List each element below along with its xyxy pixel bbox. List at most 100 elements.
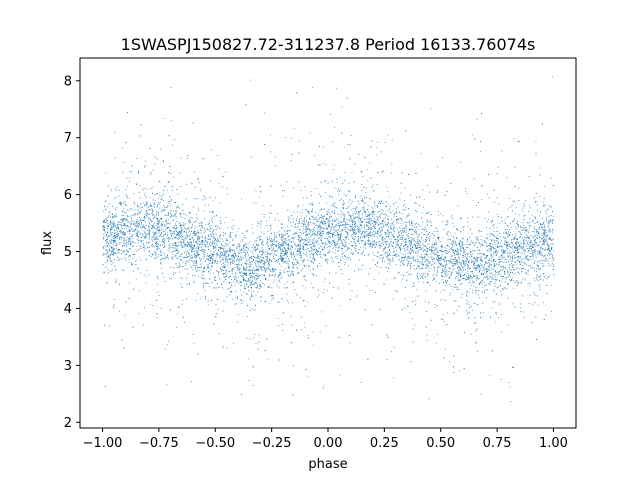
data-point <box>457 261 459 263</box>
data-point <box>481 273 483 275</box>
data-point <box>222 266 224 268</box>
data-point <box>304 244 306 246</box>
data-point <box>166 222 167 224</box>
data-point <box>445 324 447 326</box>
data-point <box>270 240 272 241</box>
data-point <box>327 252 328 254</box>
data-point <box>398 231 400 233</box>
data-point <box>198 275 199 277</box>
data-point <box>384 231 386 233</box>
data-point <box>176 216 178 218</box>
data-point <box>551 240 553 242</box>
data-point <box>515 233 516 235</box>
data-point <box>437 250 439 252</box>
data-point <box>288 238 290 240</box>
data-point <box>458 370 460 372</box>
data-point <box>401 259 403 261</box>
data-point <box>304 265 306 267</box>
data-point <box>487 238 489 240</box>
data-point <box>409 243 411 245</box>
data-point <box>254 333 256 335</box>
data-point <box>282 251 283 253</box>
data-point <box>392 257 394 259</box>
data-point <box>276 241 278 243</box>
data-point <box>150 221 152 223</box>
data-point <box>461 264 463 266</box>
data-point <box>509 222 511 224</box>
data-point <box>137 212 139 214</box>
data-point <box>304 322 306 324</box>
data-point <box>122 232 124 234</box>
data-point <box>468 244 470 245</box>
data-point <box>422 239 424 241</box>
data-point <box>136 158 138 159</box>
data-point <box>239 253 240 254</box>
data-point <box>500 240 502 242</box>
data-point <box>201 278 203 279</box>
data-point <box>412 229 413 231</box>
data-point <box>534 228 535 230</box>
data-point <box>150 219 152 221</box>
data-point <box>551 263 553 265</box>
data-point <box>106 238 108 240</box>
data-point <box>324 224 326 226</box>
data-point <box>219 278 221 280</box>
data-point <box>542 255 544 257</box>
data-point <box>180 233 182 234</box>
data-point <box>499 236 501 238</box>
data-point <box>474 243 476 245</box>
data-point <box>164 240 166 242</box>
data-point <box>445 265 447 267</box>
data-point <box>300 245 302 247</box>
data-point <box>107 231 108 233</box>
data-point <box>529 238 531 240</box>
data-point <box>452 263 454 265</box>
data-point <box>329 216 330 218</box>
data-point <box>184 268 186 270</box>
data-point <box>469 288 471 290</box>
data-point <box>153 233 155 234</box>
data-point <box>542 240 544 241</box>
data-point <box>200 260 201 262</box>
data-point <box>174 245 176 247</box>
data-point <box>535 249 536 251</box>
data-point <box>481 253 483 254</box>
data-point <box>369 267 371 269</box>
data-point <box>415 251 417 253</box>
data-point <box>371 206 373 208</box>
data-point <box>122 231 124 232</box>
data-point <box>427 267 429 269</box>
data-point <box>278 301 280 303</box>
data-point <box>257 276 258 278</box>
data-point <box>342 199 344 201</box>
data-point <box>448 260 450 261</box>
data-point <box>329 226 330 228</box>
data-point <box>332 141 333 143</box>
data-point <box>424 300 426 302</box>
data-point <box>455 258 457 260</box>
data-point <box>307 234 309 235</box>
data-point <box>264 262 266 263</box>
data-point <box>334 243 336 245</box>
data-point <box>223 247 225 249</box>
data-point <box>193 263 195 265</box>
data-point <box>158 227 160 229</box>
data-point <box>435 280 437 282</box>
data-point <box>497 247 499 248</box>
data-point <box>139 224 141 225</box>
data-point <box>158 223 160 225</box>
data-point <box>505 232 507 234</box>
data-point <box>169 222 171 224</box>
data-point <box>544 249 546 250</box>
data-point <box>390 172 392 174</box>
data-point <box>381 222 383 224</box>
data-point <box>433 237 435 239</box>
data-point <box>360 238 361 240</box>
data-point <box>395 255 397 257</box>
data-point <box>383 250 384 252</box>
data-point <box>149 234 151 236</box>
data-point <box>106 225 108 227</box>
data-point <box>429 284 431 286</box>
data-point <box>410 237 412 239</box>
data-point <box>355 226 357 228</box>
